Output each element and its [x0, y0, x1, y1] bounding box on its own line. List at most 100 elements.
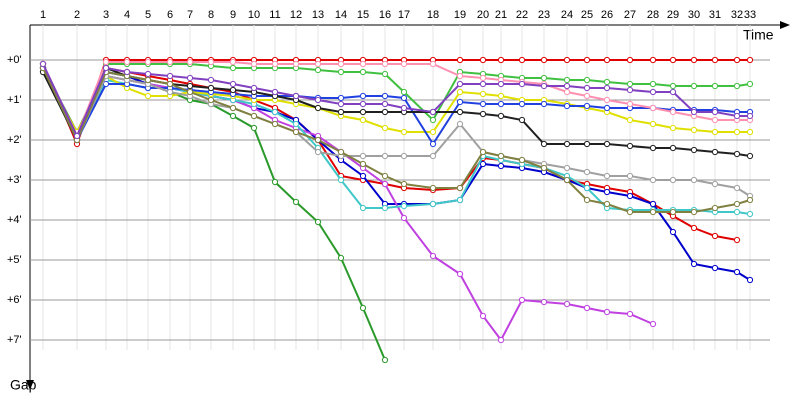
point	[102, 58, 110, 66]
point	[733, 268, 741, 276]
point	[583, 76, 591, 84]
point	[540, 164, 548, 172]
point	[479, 56, 487, 64]
point	[733, 56, 741, 64]
point	[229, 64, 237, 72]
point	[456, 80, 464, 88]
point	[381, 152, 389, 160]
y-tick-label: +2'	[7, 134, 22, 146]
point	[649, 56, 657, 64]
point	[207, 84, 215, 92]
point	[540, 82, 548, 90]
point	[626, 192, 634, 200]
point	[603, 200, 611, 208]
point	[123, 68, 131, 76]
point	[359, 152, 367, 160]
point	[207, 76, 215, 84]
point	[540, 74, 548, 82]
point	[359, 172, 367, 180]
point	[381, 356, 389, 364]
point	[733, 236, 741, 244]
x-tick-label: 27	[624, 9, 636, 21]
point	[518, 100, 526, 108]
point	[603, 188, 611, 196]
point	[563, 176, 571, 184]
point	[583, 56, 591, 64]
point	[381, 60, 389, 68]
point	[292, 92, 300, 100]
point	[250, 84, 258, 92]
point	[603, 96, 611, 104]
point	[337, 148, 345, 156]
point	[669, 144, 677, 152]
point	[314, 96, 322, 104]
point	[39, 60, 47, 68]
x-tick-label: 5	[145, 9, 151, 21]
point	[314, 148, 322, 156]
point	[690, 126, 698, 134]
point	[314, 136, 322, 144]
point	[429, 184, 437, 192]
point	[144, 58, 152, 66]
point	[166, 88, 174, 96]
point	[456, 56, 464, 64]
x-tick-label: 32	[731, 9, 743, 21]
point	[733, 112, 741, 120]
y-tick-label: +0'	[7, 54, 22, 66]
x-tick-label: 19	[454, 9, 466, 21]
point	[563, 140, 571, 148]
point	[540, 100, 548, 108]
point	[429, 252, 437, 260]
x-arrow	[780, 21, 790, 29]
point	[479, 312, 487, 320]
point	[669, 124, 677, 132]
point	[690, 82, 698, 90]
point	[711, 128, 719, 136]
point	[186, 88, 194, 96]
point	[649, 176, 657, 184]
point	[583, 102, 591, 110]
point	[690, 176, 698, 184]
point	[563, 102, 571, 110]
point	[746, 196, 754, 204]
point	[746, 56, 754, 64]
y-arrow	[26, 380, 34, 390]
point	[518, 296, 526, 304]
point	[690, 224, 698, 232]
point	[337, 108, 345, 116]
x-tick-label: 29	[667, 9, 679, 21]
point	[669, 208, 677, 216]
x-tick-label: 18	[427, 9, 439, 21]
point	[250, 60, 258, 68]
point	[497, 100, 505, 108]
point	[746, 276, 754, 284]
point	[733, 208, 741, 216]
point	[497, 336, 505, 344]
y-tick-label: +4'	[7, 214, 22, 226]
y-tick-label: +1'	[7, 94, 22, 106]
point	[669, 56, 677, 64]
y-axis-title: Gap	[10, 377, 37, 393]
point	[479, 90, 487, 98]
point	[271, 178, 279, 186]
point	[563, 300, 571, 308]
x-tick-label: 22	[516, 9, 528, 21]
point	[456, 88, 464, 96]
point	[166, 80, 174, 88]
point	[690, 108, 698, 116]
point	[381, 172, 389, 180]
point	[711, 108, 719, 116]
point	[314, 66, 322, 74]
point	[144, 76, 152, 84]
point	[186, 74, 194, 82]
point	[563, 76, 571, 84]
point	[166, 58, 174, 66]
point	[649, 104, 657, 112]
point	[186, 82, 194, 90]
point	[563, 56, 571, 64]
point	[337, 60, 345, 68]
point	[583, 92, 591, 100]
point	[271, 88, 279, 96]
point	[603, 140, 611, 148]
